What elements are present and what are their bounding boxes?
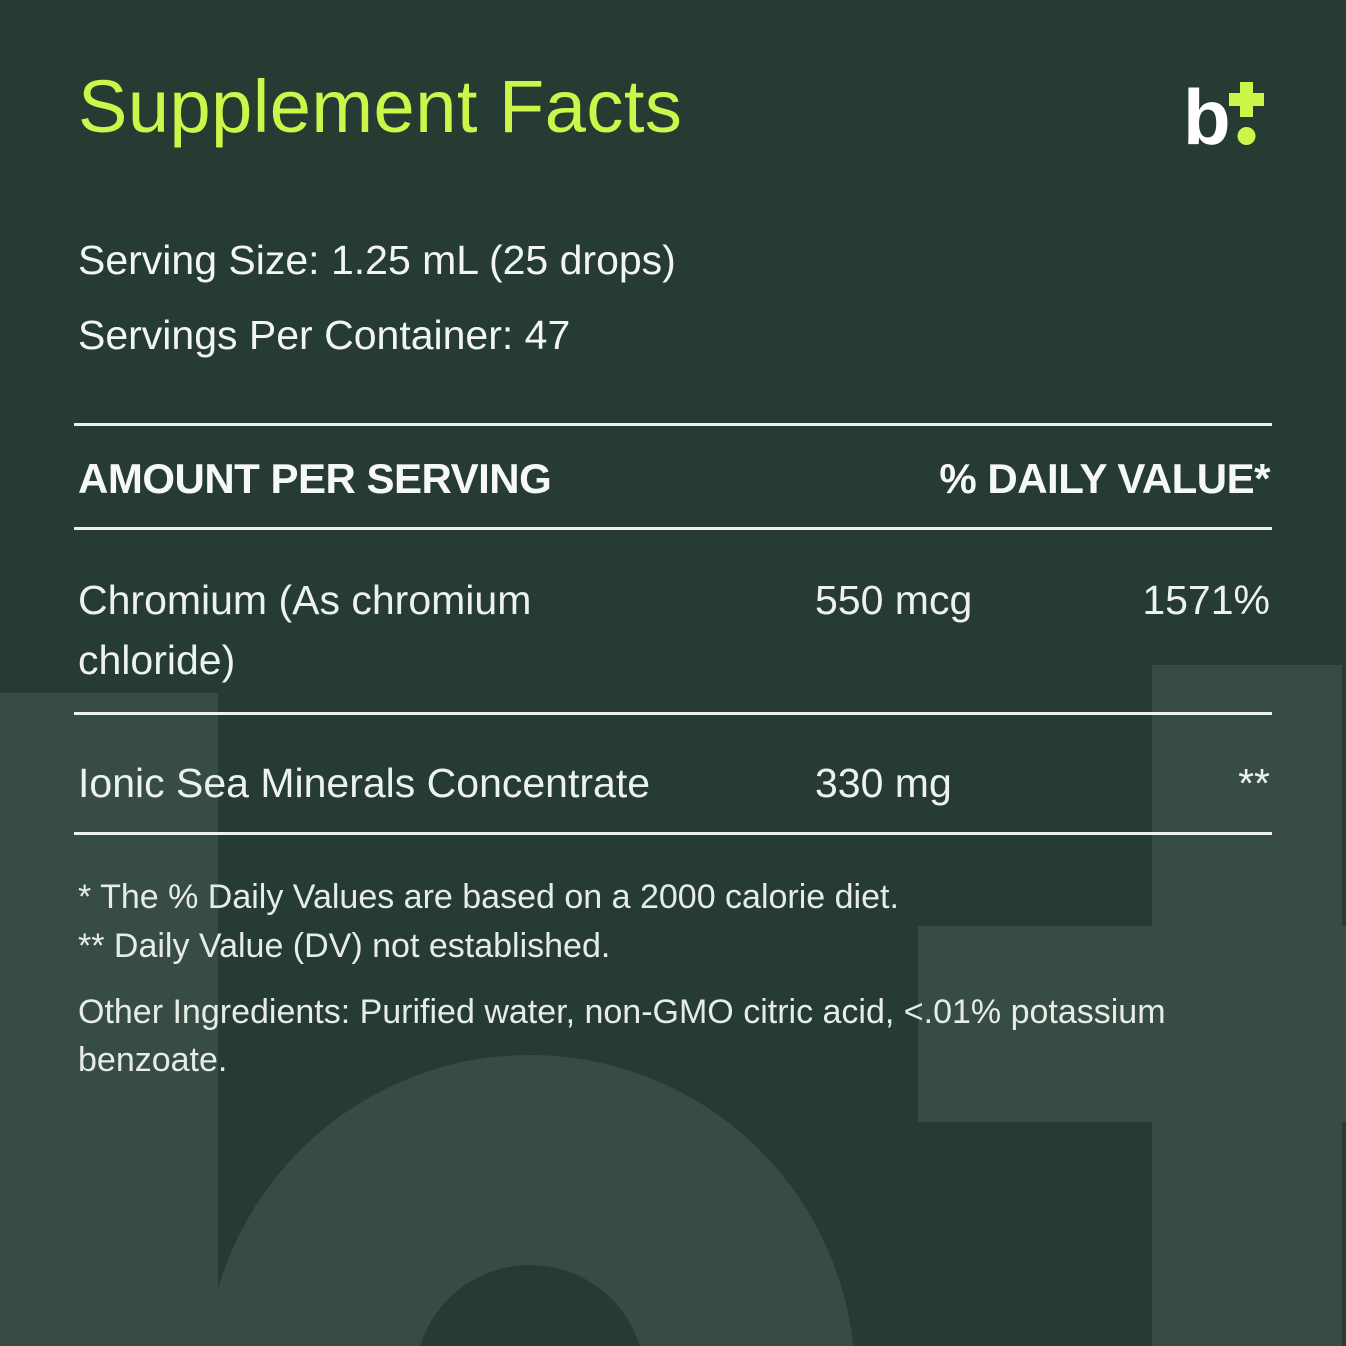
- table-row: Chromium (As chromium chloride) 550 mcg …: [78, 570, 1270, 691]
- ingredient-daily-value: **: [1238, 760, 1270, 806]
- brand-logo: b: [1186, 80, 1264, 150]
- page-title: Supplement Facts: [78, 65, 683, 148]
- footnote-dv-not-established: ** Daily Value (DV) not established.: [78, 927, 611, 965]
- logo-b-letter: b: [1186, 80, 1231, 150]
- ingredient-amount: 330 mg: [815, 760, 952, 806]
- header-amount-per-serving: AMOUNT PER SERVING: [78, 455, 552, 502]
- table-header-row: AMOUNT PER SERVING % DAILY VALUE*: [78, 455, 1270, 502]
- table-row: Ionic Sea Minerals Concentrate 330 mg **: [78, 753, 1270, 813]
- divider-row: [74, 712, 1272, 715]
- header-daily-value: % DAILY VALUE*: [939, 455, 1270, 502]
- ingredient-name: Ionic Sea Minerals Concentrate: [78, 760, 651, 806]
- ingredient-amount: 550 mcg: [815, 577, 973, 623]
- divider-header: [74, 527, 1272, 530]
- servings-per-container: Servings Per Container: 47: [78, 312, 571, 358]
- serving-size: Serving Size: 1.25 mL (25 drops): [78, 237, 676, 283]
- ingredient-daily-value: 1571%: [1142, 577, 1270, 623]
- other-ingredients: Other Ingredients: Purified water, non-G…: [78, 993, 1166, 1080]
- footnote-daily-values: * The % Daily Values are based on a 2000…: [78, 878, 899, 916]
- logo-plus-icon: [1229, 82, 1264, 117]
- divider-top: [74, 423, 1272, 426]
- logo-dot-icon: [1237, 127, 1256, 145]
- ingredient-name: Chromium (As chromium chloride): [78, 577, 532, 684]
- divider-bottom: [74, 832, 1272, 835]
